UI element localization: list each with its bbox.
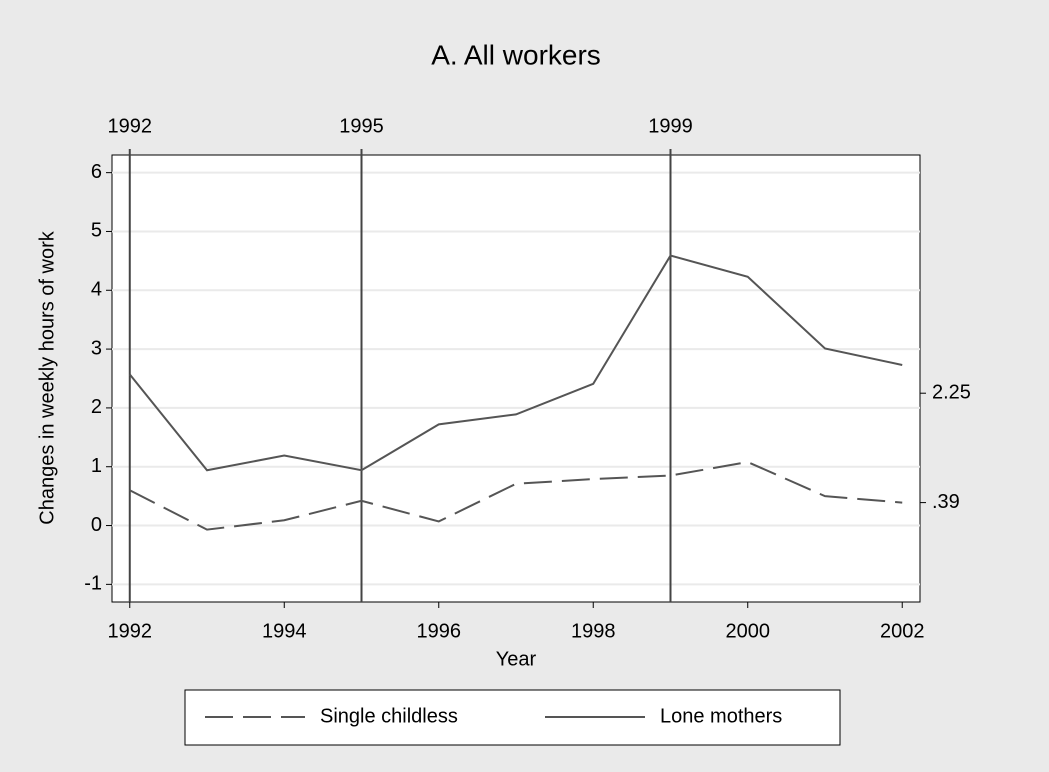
y-axis-label: Changes in weekly hours of work [36, 230, 58, 524]
x2-tick-label: 1999 [648, 115, 693, 137]
x2-tick-label: 1995 [339, 115, 384, 137]
y-tick-label: -1 [84, 573, 102, 595]
x2-tick-label: 1992 [108, 115, 153, 137]
y-tick-label: 3 [91, 337, 102, 359]
legend-label: Lone mothers [660, 705, 782, 727]
x-tick-label: 2002 [880, 620, 925, 642]
plot-area [111, 154, 921, 603]
x-tick-label: 1996 [417, 620, 462, 642]
y-tick-label: 6 [91, 161, 102, 183]
chart-title: A. All workers [431, 39, 601, 70]
legend-label: Single childless [320, 705, 458, 727]
x-tick-label: 2000 [725, 620, 770, 642]
x-tick-label: 1998 [571, 620, 616, 642]
series-line [128, 254, 903, 472]
y-tick-label: 4 [91, 279, 102, 301]
series-line [129, 460, 903, 531]
y2-tick-label: 2.25 [932, 381, 971, 403]
x-tick-label: 1994 [262, 620, 307, 642]
y-tick-label: 2 [91, 396, 102, 418]
y-tick-label: 0 [91, 514, 102, 536]
y2-tick-label: .39 [932, 491, 960, 513]
y-tick-label: 5 [91, 220, 102, 242]
x-tick-label: 1992 [108, 620, 153, 642]
x-axis-label: Year [496, 648, 537, 670]
y-tick-label: 1 [91, 455, 102, 477]
